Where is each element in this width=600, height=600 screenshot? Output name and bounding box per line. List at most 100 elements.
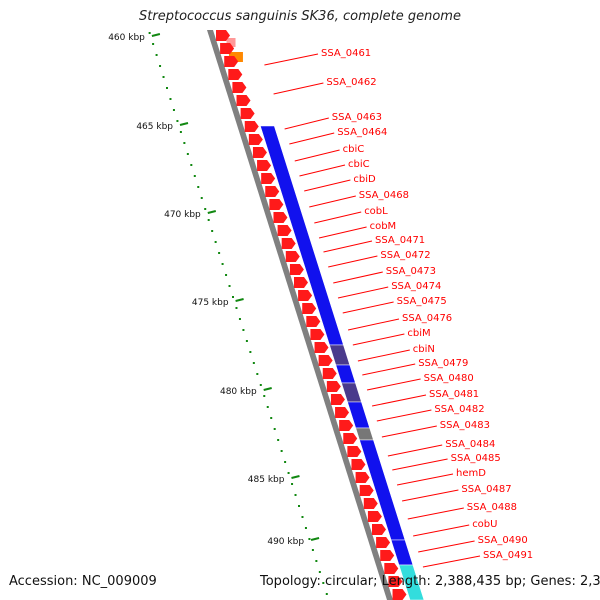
gene-arrow: [376, 537, 391, 548]
scale-tick: [310, 537, 320, 541]
gene-label: cbiM: [407, 328, 430, 339]
gene-label: cbiC: [343, 144, 365, 155]
scale-dot: [259, 384, 262, 386]
gene-arrow: [359, 485, 374, 496]
gene-arrow: [281, 238, 296, 249]
scale-dot: [291, 483, 294, 485]
scale-dot: [301, 516, 304, 518]
scale-dot: [273, 428, 276, 430]
gene-label: SSA_0481: [429, 389, 479, 400]
scale-dot: [169, 98, 172, 100]
gene-arrow: [314, 342, 329, 353]
gene-label: hemD: [456, 468, 486, 479]
scale-dot: [228, 285, 231, 287]
gene-arrow: [388, 576, 403, 587]
gene-arrow: [347, 446, 362, 457]
gene-label: SSA_0475: [397, 296, 447, 307]
gene-arrow: [363, 498, 378, 509]
gene-leader-line: [418, 540, 475, 553]
gene-arrow: [351, 459, 366, 470]
cog-segment: [390, 539, 414, 566]
genes-value: 2,344: [579, 574, 600, 589]
scale-dot: [207, 219, 210, 221]
gene-arrow: [232, 82, 247, 93]
scale-dot: [277, 439, 280, 441]
cog-segment: [335, 364, 356, 384]
scale-dot: [315, 560, 318, 562]
gene-arrow: [244, 121, 259, 132]
gene-leader-line: [402, 489, 459, 502]
accession-label: Accession:: [9, 574, 78, 589]
gene-leader-line: [273, 82, 324, 95]
gene-arrow: [248, 134, 263, 145]
gene-label: SSA_0463: [332, 112, 382, 123]
gene-label: cobM: [370, 221, 397, 232]
scale-dot: [190, 164, 193, 166]
scale-tick-label: 465 kbp: [136, 122, 173, 132]
scale-dot: [183, 142, 186, 144]
gene-arrow: [224, 56, 239, 67]
scale-dot: [263, 395, 266, 397]
gene-arrow: [294, 277, 308, 288]
scale-dot: [235, 307, 238, 309]
scale-dot: [232, 296, 234, 298]
cog-segment: [398, 564, 425, 600]
scale-dot: [186, 153, 189, 155]
scale-dot: [325, 593, 328, 595]
gene-leader-line: [328, 255, 378, 268]
scale-dot: [287, 472, 290, 474]
gene-label: SSA_0468: [359, 190, 409, 201]
cog-segment: [355, 427, 374, 441]
gene-leader-line: [422, 555, 481, 568]
gene-label: SSA_0488: [467, 502, 517, 513]
gene-arrow: [310, 329, 325, 340]
scale-dot: [225, 274, 228, 276]
scale-dot: [294, 494, 297, 496]
gene-leader-line: [396, 473, 454, 486]
length-value: 2,388,435 bp: [435, 574, 522, 589]
gene-arrow: [265, 186, 280, 197]
scale-dot: [166, 87, 168, 89]
scale-tick-label: 475 kbp: [192, 298, 229, 308]
scale-tick: [179, 122, 189, 126]
accession-value: NC_009009: [81, 574, 157, 589]
gene-arrow: [236, 95, 251, 106]
scale-dot: [176, 120, 179, 122]
scale-dot: [148, 32, 151, 34]
gene-arrow: [220, 43, 235, 54]
gene-arrow: [306, 316, 321, 327]
topology-value: circular: [324, 574, 374, 589]
scale-dot: [270, 417, 273, 419]
scale-dot: [298, 505, 300, 507]
scale-dot: [162, 76, 165, 78]
gene-leader-line: [387, 444, 443, 457]
gene-leader-line: [294, 149, 340, 162]
scale-dot: [256, 373, 259, 375]
scale-dot: [322, 582, 325, 584]
map-title: Streptococcus sanguinis SK36, complete g…: [139, 9, 461, 24]
gene-arrow: [335, 407, 350, 418]
gene-leader-line: [264, 53, 319, 66]
gene-arrow: [326, 381, 341, 392]
gene-arrow: [322, 368, 337, 379]
gene-leader-line: [318, 226, 367, 239]
scale-dot: [200, 197, 203, 199]
gene-label: SSA_0462: [326, 77, 376, 88]
gene-label: SSA_0484: [445, 439, 495, 450]
gene-label: cbiC: [348, 159, 370, 170]
gene-label: SSA_0472: [380, 250, 430, 261]
genome-backbone: [207, 30, 393, 600]
scale-tick: [151, 33, 161, 37]
scale-dot: [211, 230, 214, 232]
scale-dot: [304, 527, 307, 529]
gene-leader-line: [323, 240, 373, 253]
gene-arrow: [380, 550, 395, 561]
gene-leader-line: [366, 378, 421, 391]
gene-arrow: [273, 212, 288, 223]
gene-label: SSA_0480: [424, 373, 474, 384]
gene-label: SSA_0479: [418, 358, 468, 369]
scale-dot: [242, 329, 245, 331]
gene-arrow: [216, 30, 230, 41]
scale-dot: [218, 252, 221, 254]
gene-arrow: [252, 147, 267, 158]
